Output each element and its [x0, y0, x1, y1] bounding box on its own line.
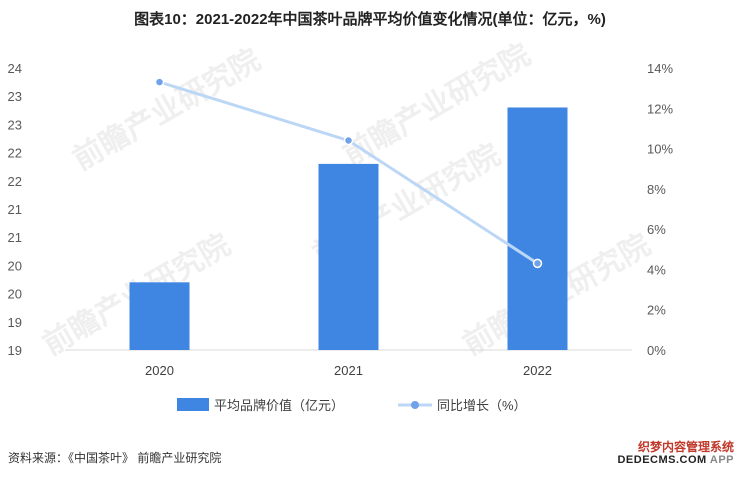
growth-point	[343, 135, 354, 146]
left-tick-label: 23	[8, 89, 22, 104]
right-tick-label: 12%	[647, 101, 673, 116]
x-tick-label: 2022	[523, 363, 552, 378]
left-tick-label: 20	[8, 258, 22, 273]
left-tick-label: 22	[8, 146, 22, 161]
x-tick-label: 2020	[145, 363, 174, 378]
left-tick-label: 21	[8, 202, 22, 217]
right-tick-label: 6%	[647, 222, 666, 237]
left-tick-label: 21	[8, 230, 22, 245]
growth-point	[532, 258, 543, 269]
left-tick-label: 19	[8, 343, 22, 358]
left-tick-label: 23	[8, 117, 22, 132]
legend-line-marker	[411, 401, 419, 409]
left-tick-label: 20	[8, 287, 22, 302]
right-tick-label: 8%	[647, 182, 666, 197]
right-tick-label: 0%	[647, 343, 666, 358]
stamp-line1: 织梦内容管理系统	[637, 440, 734, 454]
right-tick-label: 10%	[647, 142, 673, 157]
legend-bar-label: 平均品牌价值（亿元）	[214, 398, 344, 413]
legend-line-label: 同比增长（%）	[437, 398, 527, 413]
stamp-tail: APP	[709, 454, 734, 466]
left-tick-label: 24	[8, 61, 22, 76]
bar	[507, 107, 568, 350]
site-stamp: 织梦内容管理系统 DEDECMS.COM APP	[617, 441, 734, 467]
x-tick-label: 2021	[334, 363, 363, 378]
right-tick-label: 2%	[647, 303, 666, 318]
left-tick-label: 19	[8, 315, 22, 330]
source-note: 资料来源：《中国茶叶》 前瞻产业研究院	[8, 451, 222, 465]
bar	[318, 163, 379, 350]
chart: 19192020212122222323240%2%4%6%8%10%12%14…	[8, 61, 674, 413]
stamp-line2: DEDECMS.COM	[617, 454, 707, 466]
right-tick-label: 4%	[647, 262, 666, 277]
right-tick-label: 14%	[647, 61, 673, 76]
legend-bar-swatch	[177, 398, 209, 411]
growth-point	[154, 77, 165, 87]
bar	[129, 282, 190, 350]
chart-title: 图表10：2021-2022年中国茶叶品牌平均价值变化情况(单位：亿元，%)	[134, 11, 606, 28]
left-tick-label: 22	[8, 174, 22, 189]
